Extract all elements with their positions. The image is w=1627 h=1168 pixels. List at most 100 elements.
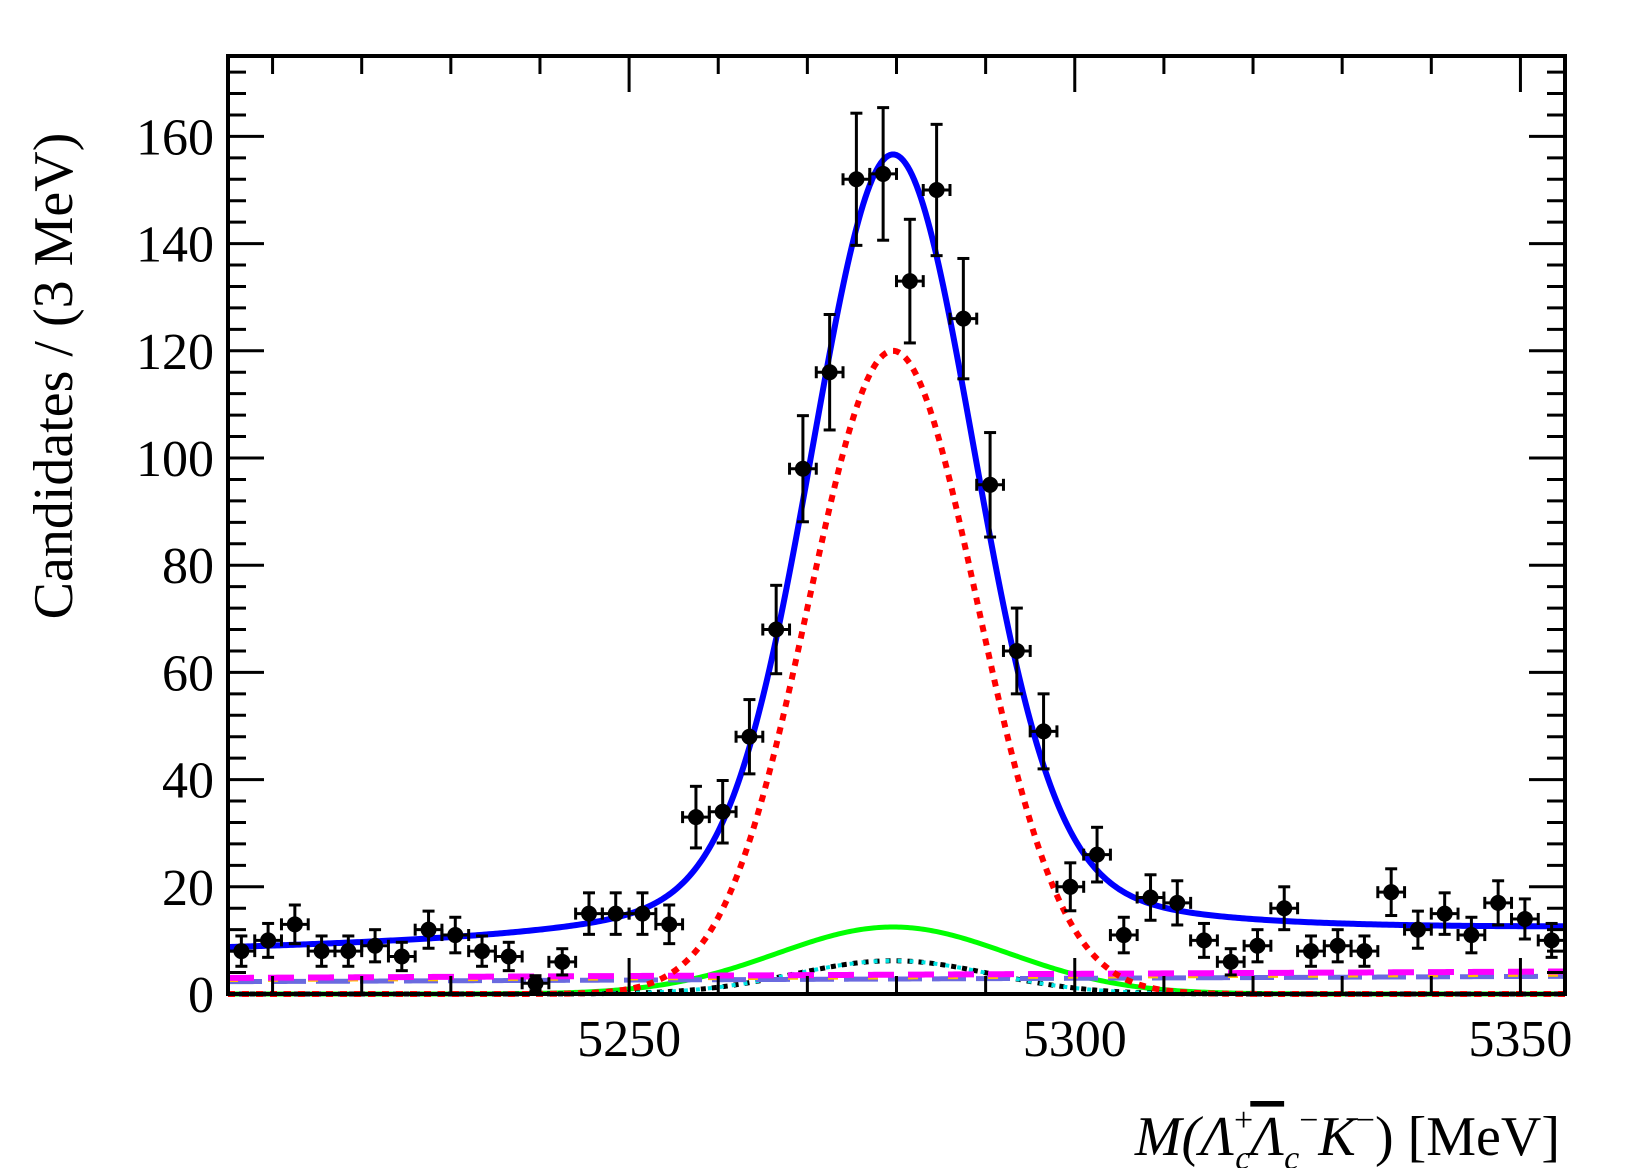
data-marker: [1222, 953, 1239, 970]
data-point: [574, 891, 604, 936]
data-marker: [982, 476, 999, 493]
data-marker: [500, 948, 517, 965]
x-axis-title-lambda-bar: Λ: [1245, 1106, 1284, 1168]
data-marker: [661, 916, 678, 933]
data-marker: [1089, 846, 1106, 863]
x-axis-title-sub-c2: c: [1284, 1140, 1299, 1168]
data-marker: [1516, 910, 1533, 927]
data-point: [1055, 861, 1086, 913]
data-marker: [634, 905, 651, 922]
data-point: [253, 921, 283, 959]
data-marker: [794, 460, 811, 477]
y-tick-label: 140: [136, 217, 214, 274]
data-marker: [340, 943, 357, 960]
data-point: [1296, 934, 1326, 968]
data-point: [1510, 897, 1540, 941]
data-marker: [1169, 894, 1186, 911]
y-tick-label: 40: [162, 753, 214, 810]
data-point: [1001, 606, 1032, 696]
data-point: [493, 940, 524, 973]
tick-labels-layer: 5250 5300 5350 0 20 40 60 80 100 120 140 160: [136, 109, 1572, 1068]
data-marker: [580, 905, 597, 922]
data-point: [841, 111, 872, 247]
data-point: [734, 698, 765, 776]
data-marker: [1196, 932, 1213, 949]
data-point: [895, 217, 925, 345]
data-point: [413, 909, 444, 950]
data-marker: [1409, 921, 1426, 938]
x-axis-title-sub-c1: c: [1235, 1140, 1250, 1168]
data-marker: [1008, 642, 1025, 659]
data-marker: [1035, 723, 1052, 740]
y-tick-label: 160: [136, 109, 214, 166]
data-marker: [1356, 943, 1373, 960]
data-point: [386, 940, 417, 973]
data-marker: [1276, 900, 1293, 917]
data-marker: [393, 948, 410, 965]
data-marker: [848, 171, 865, 188]
data-point: [1429, 891, 1460, 936]
data-point: [948, 256, 979, 381]
data-marker: [1062, 878, 1079, 895]
data-point: [654, 903, 685, 946]
data-marker: [901, 273, 918, 290]
data-point: [1135, 873, 1166, 922]
data-marker: [768, 621, 785, 638]
data-point: [707, 779, 738, 845]
plot-frame: [226, 54, 1567, 996]
x-axis-title: M(Λ+ cΛc−K−) [MeV]: [1134, 1102, 1560, 1168]
data-point: [1108, 915, 1139, 955]
data-marker: [1383, 884, 1400, 901]
x-axis-title-kaon: K: [1317, 1106, 1358, 1168]
x-tick-label: 5300: [1023, 1011, 1127, 1068]
data-point: [1162, 879, 1193, 927]
data-marker: [474, 943, 491, 960]
data-marker: [1115, 927, 1132, 944]
data-point: [975, 431, 1005, 539]
data-point: [1215, 947, 1246, 977]
data-marker: [1302, 943, 1319, 960]
data-point: [921, 122, 952, 258]
data-point: [1322, 928, 1353, 964]
y-tick-label: 80: [162, 538, 214, 595]
data-marker: [447, 927, 464, 944]
data-point: [681, 784, 711, 850]
data-marker: [1490, 894, 1507, 911]
data-marker: [875, 165, 892, 182]
data-point: [600, 891, 631, 936]
y-tick-label: 120: [136, 324, 214, 381]
data-point: [788, 414, 818, 524]
data-marker: [1436, 905, 1453, 922]
data-marker: [1463, 927, 1480, 944]
data-point: [1082, 825, 1112, 884]
x-axis-title-sup-plus: +: [1234, 1102, 1253, 1139]
data-point: [279, 903, 310, 946]
data-marker: [286, 916, 303, 933]
x-axis-title-sup-minus2: −: [1356, 1102, 1375, 1139]
x-tick-label: 5350: [1468, 1011, 1572, 1068]
data-point: [1456, 915, 1487, 955]
data-point: [1242, 928, 1273, 964]
data-point: [360, 928, 390, 964]
ticks-layer: [228, 56, 1565, 996]
fit-curve-total: [227, 151, 1565, 951]
data-marker: [260, 932, 277, 949]
data-marker: [714, 803, 731, 820]
data-marker: [955, 310, 972, 327]
data-marker: [367, 937, 384, 954]
x-axis-title-lambda-plus: Λ: [1195, 1106, 1234, 1168]
data-point: [306, 934, 337, 968]
data-marker: [1142, 889, 1159, 906]
data-point: [1349, 934, 1380, 968]
data-marker: [1329, 937, 1346, 954]
data-marker: [420, 921, 437, 938]
data-point: [1028, 692, 1059, 771]
data-point: [1403, 909, 1433, 950]
y-tick-label: 0: [188, 967, 214, 1024]
data-marker: [687, 809, 704, 826]
data-marker: [928, 182, 945, 198]
points-layer: [226, 106, 1567, 993]
x-axis-title-prefix: M(: [1134, 1106, 1204, 1168]
y-tick-label: 100: [136, 431, 214, 488]
